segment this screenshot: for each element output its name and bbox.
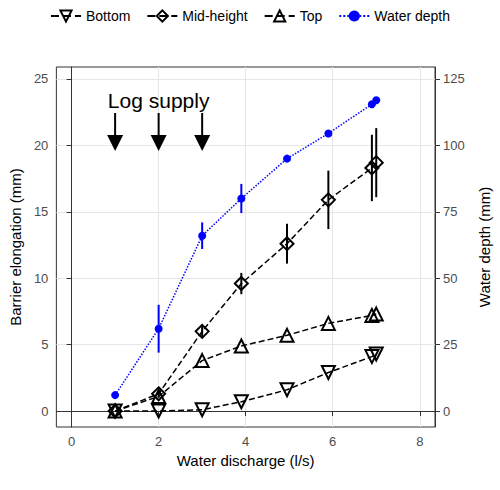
svg-text:4: 4 [242, 434, 249, 449]
svg-text:0: 0 [443, 404, 450, 419]
svg-text:0: 0 [41, 404, 48, 419]
svg-text:Mid-height: Mid-height [182, 8, 247, 24]
svg-text:Water depth: Water depth [374, 8, 450, 24]
svg-text:6: 6 [329, 434, 336, 449]
svg-text:Water discharge (l/s): Water discharge (l/s) [177, 452, 315, 469]
svg-text:25: 25 [443, 337, 457, 352]
svg-text:Barrier elongation (mm): Barrier elongation (mm) [7, 168, 24, 326]
svg-text:8: 8 [416, 434, 423, 449]
svg-text:Bottom: Bottom [86, 8, 130, 24]
svg-text:20: 20 [34, 138, 48, 153]
svg-text:15: 15 [34, 204, 48, 219]
svg-text:100: 100 [443, 138, 465, 153]
svg-text:Water depth (mm): Water depth (mm) [476, 187, 493, 307]
svg-text:Top: Top [300, 8, 323, 24]
svg-text:5: 5 [41, 337, 48, 352]
svg-text:75: 75 [443, 204, 457, 219]
svg-text:25: 25 [34, 71, 48, 86]
svg-text:50: 50 [443, 271, 457, 286]
svg-text:2: 2 [155, 434, 162, 449]
svg-text:10: 10 [34, 271, 48, 286]
svg-text:0: 0 [68, 434, 75, 449]
svg-text:Log supply: Log supply [108, 89, 210, 112]
svg-text:125: 125 [443, 71, 465, 86]
